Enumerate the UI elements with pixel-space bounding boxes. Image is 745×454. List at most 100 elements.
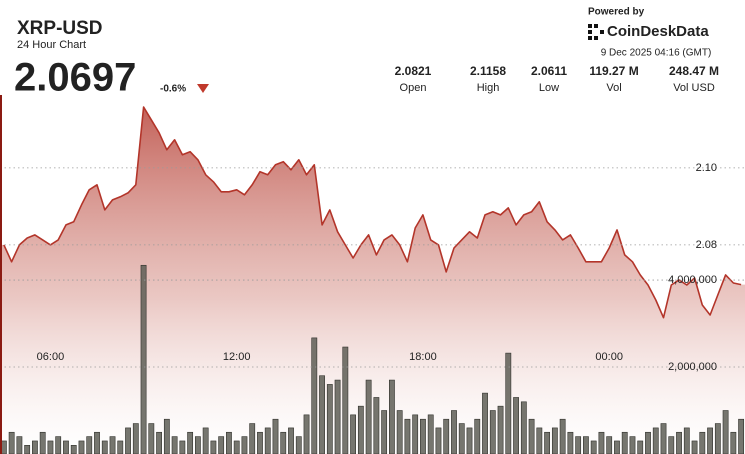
powered-by: Powered by: [588, 7, 645, 18]
volume-bar: [606, 436, 613, 454]
volume-bar: [334, 379, 341, 454]
volume-bar: [249, 423, 256, 454]
volume-bar: [342, 346, 349, 454]
volume-bar: [78, 440, 85, 454]
volume-bar: [280, 431, 287, 454]
volume-bar: [288, 427, 294, 454]
stat-label: Low: [539, 82, 559, 94]
volume-bar: [645, 431, 651, 454]
stat-label: Open: [400, 82, 427, 94]
volume-bar: [264, 427, 271, 454]
volume-bar: [132, 423, 139, 454]
volume-bar: [497, 405, 504, 454]
volume-bar: [39, 431, 46, 454]
volume-bar: [458, 423, 465, 454]
volume-bar: [156, 431, 162, 454]
x-tick-label: 18:00: [409, 351, 437, 363]
volume-bar: [528, 418, 535, 454]
volume-bar: [482, 392, 488, 454]
volume-bar: [699, 431, 706, 454]
volume-bar: [474, 418, 481, 454]
volume-bar: [24, 445, 31, 454]
volume-bar: [489, 410, 496, 454]
volume-bar: [101, 440, 108, 454]
x-tick-label: 12:00: [223, 351, 251, 363]
volume-bar: [326, 384, 333, 454]
volume-bar: [257, 431, 263, 454]
brand-logo: [588, 24, 604, 40]
volume-bar: [16, 436, 23, 454]
volume-bar: [163, 418, 170, 454]
volume-bar: [614, 440, 620, 454]
volume-bar: [629, 436, 636, 454]
volume-bar: [210, 440, 217, 454]
volume-bar: [598, 431, 605, 454]
volume-bar: [466, 427, 473, 454]
volume-bar: [443, 418, 450, 454]
stat-value: 2.0611: [531, 64, 567, 78]
volume-bar: [412, 414, 419, 454]
volume-bar: [513, 397, 519, 454]
volume-bar: [707, 427, 713, 454]
volume-bar: [357, 405, 364, 454]
volume-bar: [714, 423, 721, 454]
y-tick-label: 2.08: [696, 239, 717, 251]
volume-bar: [8, 431, 15, 454]
volume-bar: [311, 337, 318, 454]
price: 2.0697: [14, 56, 136, 100]
volume-bar: [505, 352, 512, 454]
volume-bar: [676, 431, 682, 454]
volume-bar: [55, 436, 62, 454]
volume-bar: [63, 440, 69, 454]
volume-bar: [233, 440, 240, 454]
volume-bar: [350, 414, 356, 454]
x-tick-label: 00:00: [595, 351, 623, 363]
volume-bar: [94, 431, 100, 454]
stats: 2.0821 Open 2.1158 High 2.0611 Low 119.2…: [395, 64, 719, 94]
volume-bar: [381, 410, 388, 454]
brand: CoinDeskData: [607, 23, 709, 40]
volume-bar: [202, 427, 209, 454]
volume-bar: [117, 440, 124, 454]
timestamp: 9 Dec 2025 04:16 (GMT): [601, 48, 712, 59]
price-area: [0, 107, 745, 454]
volume-bar: [373, 397, 380, 454]
plot-area: 2.10 2.08 4,000,000 2,000,000 06:00 12:00 18:0…: [0, 106, 745, 454]
change: -0.6%: [160, 84, 186, 95]
volume-bar: [32, 440, 38, 454]
volume-bar: [365, 379, 372, 454]
stat-label: Vol USD: [673, 82, 715, 94]
volume-bar: [187, 431, 194, 454]
subtitle: 24 Hour Chart: [17, 39, 86, 51]
volume-bar: [396, 410, 403, 454]
volume-bar: [583, 436, 589, 454]
volume-bar: [451, 410, 457, 454]
x-tick-label: 06:00: [37, 351, 65, 363]
volume-bar: [730, 431, 737, 454]
volume-bar: [691, 440, 698, 454]
volume-bar: [420, 418, 426, 454]
volume-bar: [194, 436, 201, 454]
volume-bar: [47, 440, 54, 454]
volume-bar: [621, 431, 628, 454]
volume-bar: [0, 440, 7, 454]
volume-bar: [660, 423, 667, 454]
volume-bar: [520, 401, 527, 454]
volume-bar: [637, 440, 644, 454]
volume-bar: [435, 427, 442, 454]
stat-label: Vol: [606, 82, 621, 94]
volume-bar: [551, 427, 558, 454]
volume-bar: [722, 410, 729, 454]
volume-bar: [536, 427, 543, 454]
down-arrow: [197, 84, 209, 93]
volume-bar: [179, 440, 186, 454]
volume-bar: [544, 431, 551, 454]
volume-bar: [559, 418, 566, 454]
volume-bar: [241, 436, 248, 454]
volume-bar: [652, 427, 659, 454]
volume-bar: [427, 414, 434, 454]
volume-bar: [404, 418, 411, 454]
stat-label: High: [477, 82, 500, 94]
